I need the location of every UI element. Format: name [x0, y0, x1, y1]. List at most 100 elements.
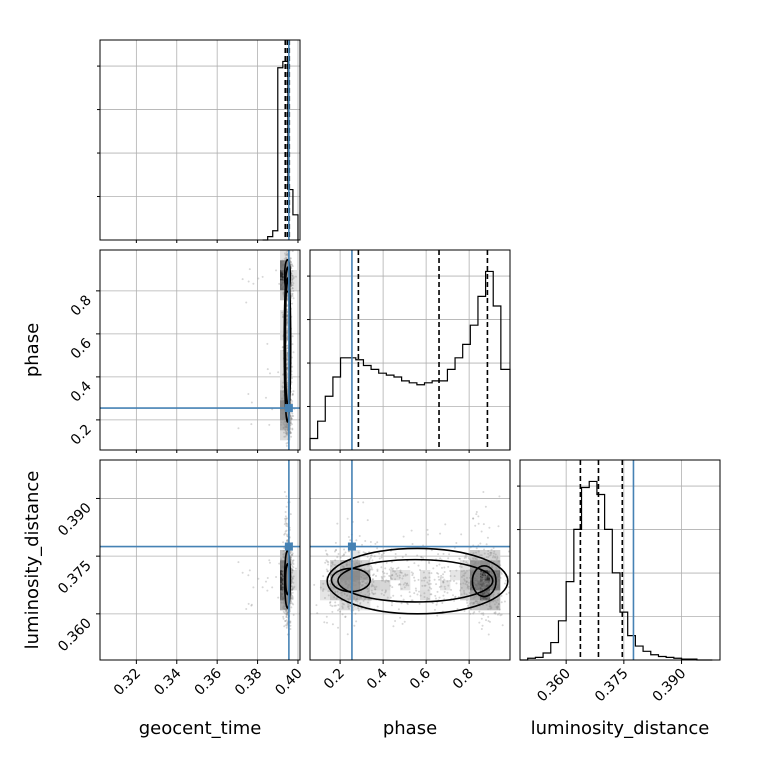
sample-point [281, 385, 284, 388]
sample-point [286, 580, 289, 583]
sample-point [481, 598, 484, 601]
sample-point [284, 532, 287, 535]
sample-point [290, 290, 293, 293]
sample-point [443, 585, 446, 588]
sample-point [282, 589, 285, 592]
sample-point [348, 576, 351, 579]
sample-point [374, 542, 377, 545]
sample-point [417, 564, 420, 567]
sample-point [363, 574, 366, 577]
sample-point [448, 553, 451, 556]
sample-point [482, 490, 485, 493]
sample-point [282, 283, 285, 286]
sample-point [289, 430, 292, 433]
sample-point [482, 587, 485, 590]
sample-point [329, 583, 332, 586]
sample-point [442, 552, 445, 555]
sample-point [330, 565, 333, 568]
sample-point [268, 561, 271, 564]
density-cell [400, 570, 411, 581]
sample-point [353, 575, 356, 578]
density-cell [280, 600, 291, 611]
sample-point [289, 414, 292, 417]
sample-point [479, 576, 482, 579]
sample-point [488, 554, 491, 557]
sample-point [362, 583, 365, 586]
sample-point [291, 394, 294, 397]
sample-point [477, 578, 480, 581]
sample-point [286, 366, 289, 369]
sample-point [493, 550, 496, 553]
sample-point [491, 587, 494, 590]
sample-point [479, 554, 482, 557]
sample-point [485, 574, 488, 577]
sample-point [281, 568, 284, 571]
y-tick-label: 0.2 [68, 421, 95, 448]
density-cell [420, 590, 431, 601]
sample-point [389, 584, 392, 587]
sample-point [285, 608, 288, 611]
sample-point [480, 578, 483, 581]
y-tick-label: 0.6 [68, 335, 95, 362]
sample-point [290, 553, 293, 556]
sample-point [386, 572, 389, 575]
sample-point [480, 561, 483, 564]
sample-point [481, 571, 484, 574]
sample-point [285, 612, 288, 615]
sample-point [477, 585, 480, 588]
sample-point [291, 598, 294, 601]
sample-point [282, 562, 285, 565]
sample-point [285, 615, 288, 618]
sample-point [417, 578, 420, 581]
sample-point [289, 261, 292, 264]
sample-point [266, 589, 269, 592]
sample-point [291, 552, 294, 555]
sample-point [286, 580, 289, 583]
sample-point [292, 351, 295, 354]
sample-point [282, 584, 285, 587]
sample-point [357, 581, 360, 584]
sample-point [340, 580, 343, 583]
sample-point [462, 560, 465, 563]
sample-point [473, 580, 476, 583]
sample-point [442, 573, 445, 576]
sample-point [366, 519, 369, 522]
sample-point [286, 424, 289, 427]
sample-point [489, 595, 492, 598]
density-cell [340, 570, 351, 581]
sample-point [337, 609, 340, 612]
sample-point [291, 277, 294, 280]
sample-point [284, 608, 287, 611]
sample-point [286, 261, 289, 264]
sample-point [472, 612, 475, 615]
sample-point [434, 597, 437, 600]
sample-point [440, 574, 443, 577]
sample-point [483, 577, 486, 580]
sample-point [488, 605, 491, 608]
sample-point [291, 427, 294, 430]
sample-point [283, 410, 286, 413]
sample-point [490, 552, 493, 555]
sample-point [285, 422, 288, 425]
x-tick-label: 0.40 [272, 666, 305, 699]
sample-point [286, 583, 289, 586]
sample-point [322, 575, 325, 578]
sample-point [280, 582, 283, 585]
sample-point [285, 425, 288, 428]
sample-point [479, 578, 482, 581]
x-tick-label: 0.2 [321, 666, 348, 693]
sample-point [291, 293, 294, 296]
sample-point [286, 579, 289, 582]
sample-point [442, 594, 445, 597]
sample-point [289, 513, 292, 516]
sample-point [345, 582, 348, 585]
sample-point [475, 595, 478, 598]
sample-point [402, 598, 405, 601]
sample-point [354, 564, 357, 567]
sample-point [286, 389, 289, 392]
sample-point [469, 576, 472, 579]
sample-point [505, 579, 508, 582]
sample-point [331, 623, 334, 626]
sample-point [353, 597, 356, 600]
sample-point [479, 571, 482, 574]
